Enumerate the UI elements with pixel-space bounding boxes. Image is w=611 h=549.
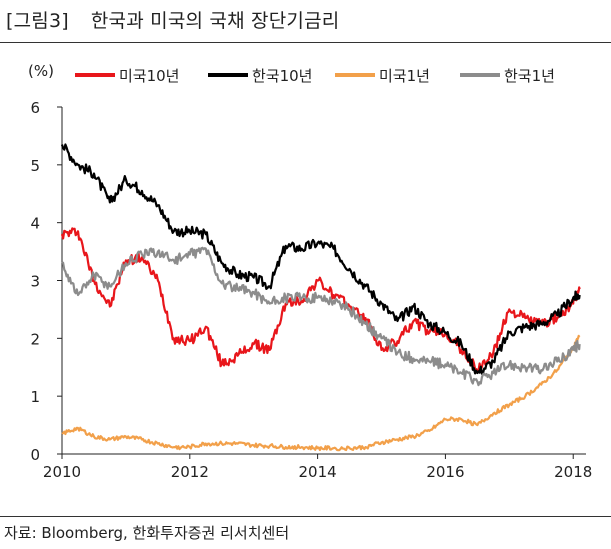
- figure-title: [그림3] 한국과 미국의 국채 장단기금리: [6, 6, 339, 33]
- chart-series-lines: [60, 143, 581, 452]
- legend-label-0: 미국10년: [119, 67, 180, 85]
- y-tick-label: 4: [30, 215, 40, 233]
- x-tick-label: 2010: [43, 463, 81, 481]
- legend-label-2: 미국1년: [379, 67, 430, 85]
- series-line-0: [60, 227, 581, 372]
- series-line-1: [60, 143, 581, 375]
- title-divider: [0, 42, 611, 43]
- line-chart: 0 1 2 3 4 5 6 (%) 2010 2012 2014 2016 2018 미국10년 한국10…: [28, 62, 592, 481]
- series-line-2: [61, 334, 581, 452]
- x-tick-label: 2014: [299, 463, 337, 481]
- chart-legend: 미국10년 한국10년 미국1년 한국1년: [75, 67, 555, 85]
- y-tick-label: 2: [30, 330, 40, 348]
- legend-label-3: 한국1년: [504, 67, 555, 85]
- source-note: 자료: Bloomberg, 한화투자증권 리서치센터: [4, 524, 290, 542]
- x-tick-label: 2016: [426, 463, 464, 481]
- legend-label-1: 한국10년: [252, 67, 313, 85]
- y-axis-label: (%): [28, 62, 54, 80]
- y-tick-label: 1: [30, 388, 40, 406]
- source-divider: [0, 516, 611, 517]
- x-tick-label: 2012: [171, 463, 209, 481]
- y-tick-label: 6: [30, 99, 40, 117]
- y-tick-label: 5: [30, 157, 40, 175]
- y-tick-label: 0: [30, 446, 40, 464]
- chart-axes: 0 1 2 3 4 5 6 (%) 2010 2012 2014 2016 2018: [28, 62, 592, 481]
- y-tick-label: 3: [30, 273, 40, 291]
- series-line-3: [61, 246, 581, 387]
- figure-title-text: 한국과 미국의 국채 장단기금리: [90, 10, 340, 32]
- figure-number: [그림3]: [6, 10, 69, 32]
- x-tick-label: 2018: [554, 463, 592, 481]
